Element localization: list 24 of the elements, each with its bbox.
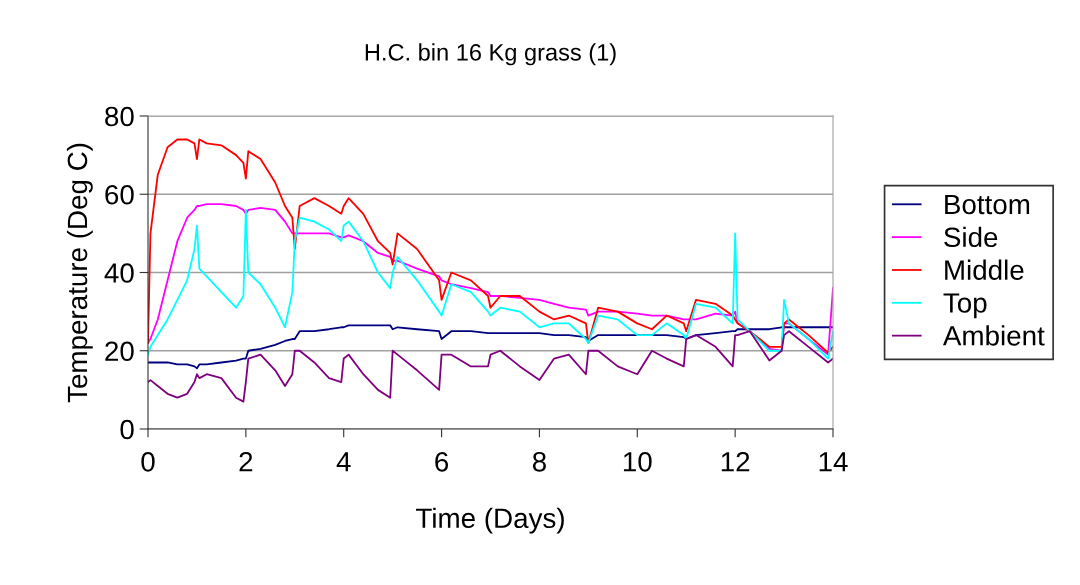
legend-label: Ambient bbox=[942, 325, 1045, 346]
x-axis-title: Time (Days) bbox=[416, 507, 564, 534]
y-tick-label: 60 bbox=[105, 184, 134, 205]
y-tick-label: 20 bbox=[105, 341, 134, 362]
legend-label: Side bbox=[944, 226, 998, 248]
legend-label: Top bbox=[943, 293, 987, 319]
x-tick-label: 2 bbox=[239, 451, 253, 472]
y-tick-label: 0 bbox=[120, 419, 134, 440]
legend-label: Bottom bbox=[945, 194, 1030, 215]
chart-title: H.C. bin 16 Kg grass (1) bbox=[365, 43, 616, 66]
x-tick-label: 0 bbox=[141, 451, 155, 472]
x-tick-label: 4 bbox=[336, 452, 351, 472]
x-tick-label: 8 bbox=[532, 451, 546, 472]
line-series bbox=[148, 324, 833, 370]
x-tick-label: 10 bbox=[623, 451, 652, 472]
x-tick-label: 6 bbox=[435, 451, 449, 472]
line-series bbox=[148, 138, 833, 354]
y-tick-label: 40 bbox=[104, 263, 134, 283]
y-axis-title: Temperature (Deg C) bbox=[66, 143, 93, 403]
x-tick-label: 14 bbox=[819, 452, 848, 472]
line-series bbox=[148, 330, 833, 403]
x-tick-label: 12 bbox=[721, 451, 750, 472]
y-tick-label: 80 bbox=[105, 106, 134, 127]
legend-label: Middle bbox=[945, 259, 1024, 280]
